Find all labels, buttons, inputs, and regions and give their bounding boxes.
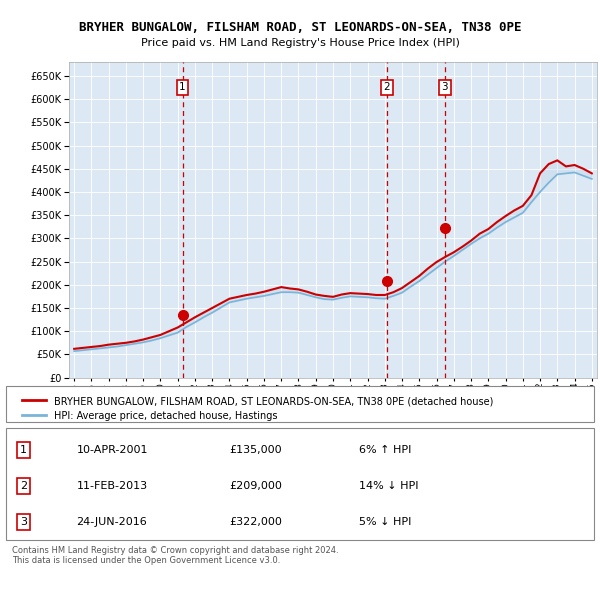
FancyBboxPatch shape xyxy=(6,386,594,422)
Text: BRYHER BUNGALOW, FILSHAM ROAD, ST LEONARDS-ON-SEA, TN38 0PE: BRYHER BUNGALOW, FILSHAM ROAD, ST LEONAR… xyxy=(79,21,521,34)
Text: 11-FEB-2013: 11-FEB-2013 xyxy=(77,481,148,491)
Text: 1: 1 xyxy=(20,445,27,455)
Text: 1: 1 xyxy=(179,83,186,93)
Text: Price paid vs. HM Land Registry's House Price Index (HPI): Price paid vs. HM Land Registry's House … xyxy=(140,38,460,48)
Text: £209,000: £209,000 xyxy=(229,481,283,491)
Text: Contains HM Land Registry data © Crown copyright and database right 2024.
This d: Contains HM Land Registry data © Crown c… xyxy=(12,546,338,565)
Text: 10-APR-2001: 10-APR-2001 xyxy=(77,445,148,455)
Legend: BRYHER BUNGALOW, FILSHAM ROAD, ST LEONARDS-ON-SEA, TN38 0PE (detached house), HP: BRYHER BUNGALOW, FILSHAM ROAD, ST LEONAR… xyxy=(17,391,498,426)
Text: 3: 3 xyxy=(20,517,27,527)
Text: 6% ↑ HPI: 6% ↑ HPI xyxy=(359,445,411,455)
Text: 3: 3 xyxy=(442,83,448,93)
Text: £135,000: £135,000 xyxy=(229,445,282,455)
Text: 2: 2 xyxy=(383,83,390,93)
Text: £322,000: £322,000 xyxy=(229,517,283,527)
FancyBboxPatch shape xyxy=(6,428,594,540)
Text: 2: 2 xyxy=(20,481,27,491)
Text: 5% ↓ HPI: 5% ↓ HPI xyxy=(359,517,411,527)
Text: 14% ↓ HPI: 14% ↓ HPI xyxy=(359,481,418,491)
Text: 24-JUN-2016: 24-JUN-2016 xyxy=(77,517,148,527)
